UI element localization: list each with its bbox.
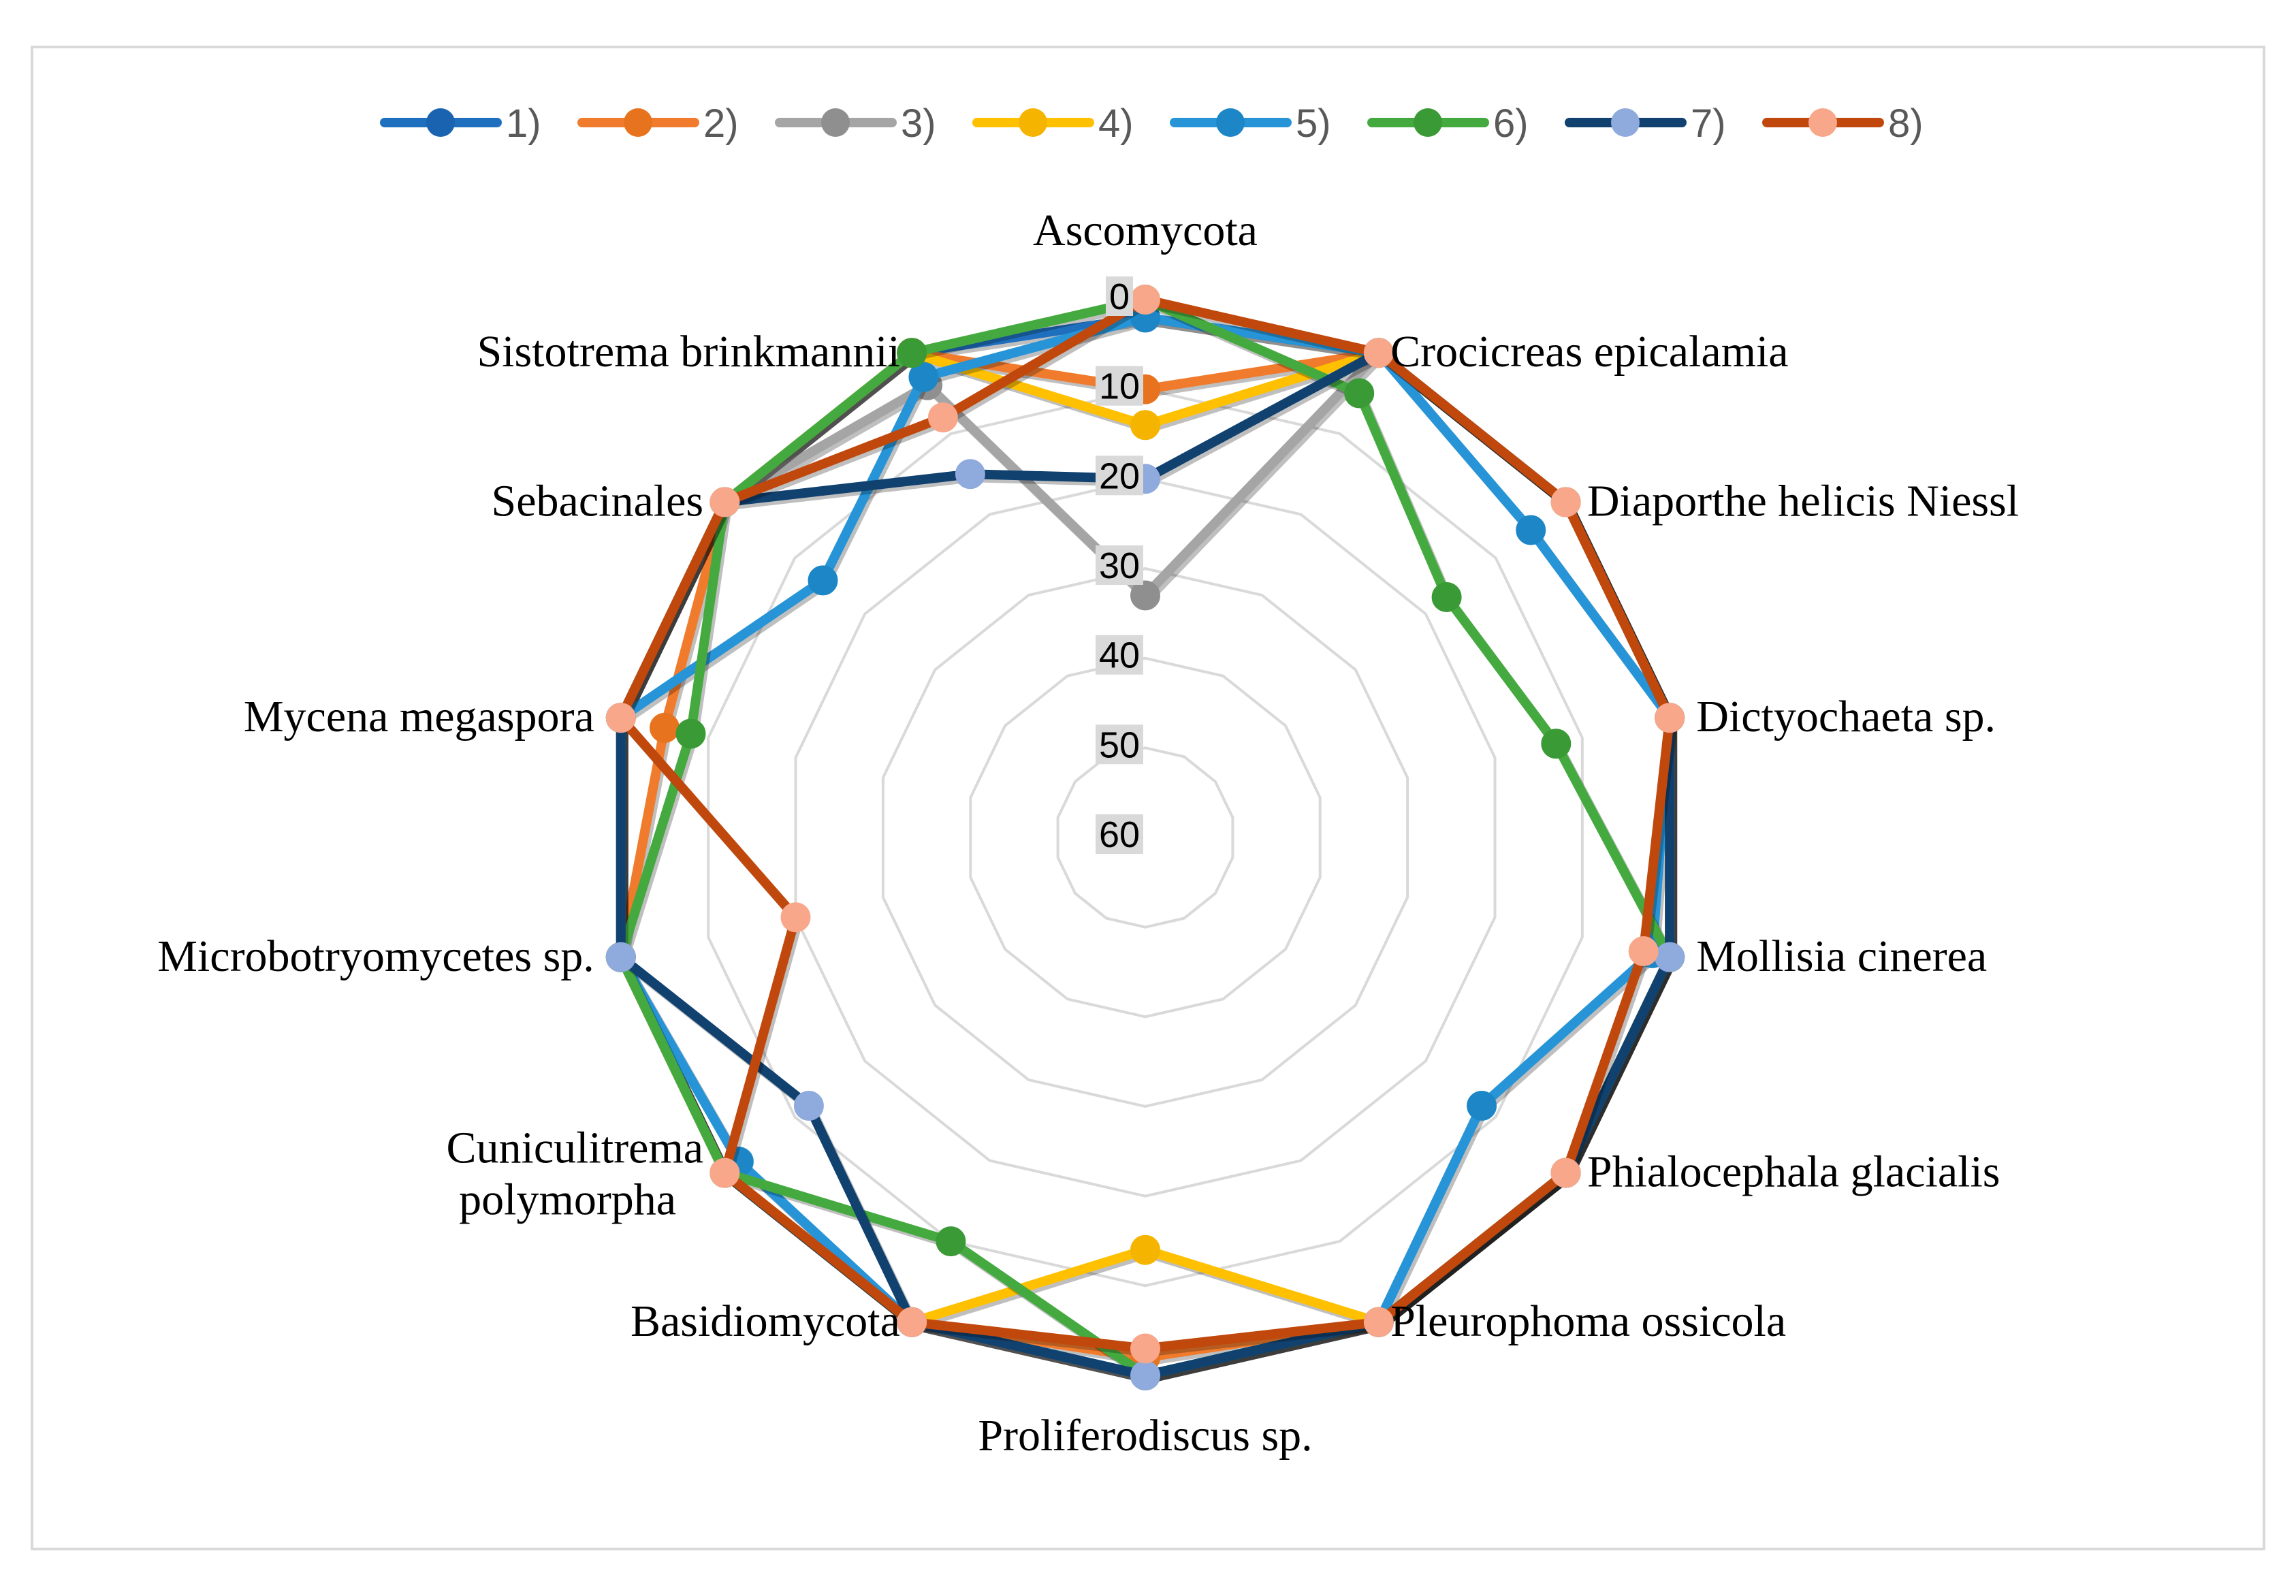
data-point-basidiomycota	[936, 1226, 966, 1257]
data-point-sebacinales	[709, 487, 740, 517]
tick-label: 20	[1099, 456, 1140, 496]
data-point-phialocephala-glacialis	[1467, 1091, 1497, 1121]
legend-swatch-marker	[1808, 108, 1837, 137]
legend-item-7: 7)	[1565, 101, 1726, 146]
tick-label-bg	[1096, 545, 1143, 585]
category-label-diaporthe-helicis-niessl: Diaporthe helicis Niessl	[1587, 476, 2019, 526]
series-layer	[605, 285, 1685, 1390]
radial-tick-labels: 0 10 20 30 40 50 60	[1096, 276, 1143, 855]
data-point-cuniculitrema-polymorpha	[793, 1091, 824, 1121]
data-point-sistotrema-brinkmannii	[908, 362, 939, 392]
data-point-mollisia-cinerea	[1655, 942, 1685, 972]
legend-label: 8)	[1888, 101, 1924, 146]
legend-label: 3)	[901, 101, 936, 146]
legend-label: 6)	[1493, 101, 1529, 146]
category-label-proliferodiscus-sp: Proliferodiscus sp.	[978, 1411, 1312, 1461]
data-point-crocicreas-epicalamia	[1344, 378, 1375, 409]
legend-label: 7)	[1691, 101, 1726, 146]
data-point-basidiomycota	[897, 1307, 927, 1337]
tick-label: 0	[1109, 276, 1130, 317]
legend-label: 5)	[1296, 101, 1331, 146]
legend-label: 2)	[703, 101, 739, 146]
tick-label: 30	[1099, 545, 1140, 586]
data-point-ascomycota	[1130, 410, 1160, 441]
data-point-diaporthe-helicis-niessl	[1550, 487, 1581, 517]
tick-label-bg	[1096, 724, 1143, 765]
grid-ring	[969, 656, 1322, 1019]
data-point-dictyochaeta-sp	[1655, 703, 1685, 733]
series-6	[605, 285, 1685, 1390]
category-label-phialocephala-glacialis: Phialocephala glacialis	[1587, 1147, 2000, 1197]
data-point-proliferodiscus-sp	[1130, 1234, 1160, 1265]
category-label-mollisia-cinerea: Mollisia cinerea	[1696, 931, 1987, 981]
legend-swatch-marker	[624, 108, 652, 137]
data-point-dictyochaeta-sp	[1541, 729, 1572, 759]
series-8	[605, 285, 1685, 1364]
tick-label: 60	[1099, 814, 1140, 855]
category-label-sistotrema-brinkmannii: Sistotrema brinkmannii	[477, 327, 899, 377]
data-point-mycena-megaspora	[675, 718, 706, 749]
legend-item-2: 2)	[577, 101, 739, 146]
data-point-proliferodiscus-sp	[1130, 1360, 1160, 1390]
data-point-phialocephala-glacialis	[1550, 1158, 1581, 1188]
category-labels: Ascomycota Crocicreas epicalamia Diaporthe…	[157, 206, 2019, 1461]
category-label-cuniculitrema-polymorpha: Cuniculitrema polymorpha	[447, 1123, 704, 1225]
data-point-sistotrema-brinkmannii	[955, 459, 985, 490]
grid-ring	[707, 387, 1584, 1288]
category-label-basidiomycota: Basidiomycota	[631, 1296, 900, 1346]
tick-label: 50	[1099, 724, 1140, 765]
legend-label: 4)	[1098, 101, 1134, 146]
series-7	[605, 338, 1685, 1390]
data-point-crocicreas-epicalamia	[1363, 338, 1394, 368]
tick-label-bg	[1096, 456, 1143, 496]
legend-swatch-marker	[1414, 108, 1442, 137]
legend-item-5: 5)	[1170, 101, 1331, 146]
category-label-sebacinales: Sebacinales	[492, 476, 704, 526]
data-point-ascomycota	[1130, 580, 1160, 611]
category-label-pleurophoma-ossicola: Pleurophoma ossicola	[1390, 1296, 1786, 1346]
grid-ring	[794, 477, 1497, 1198]
category-label-ascomycota: Ascomycota	[1033, 206, 1258, 255]
tick-label: 10	[1099, 366, 1140, 407]
tick-label-bg	[1096, 635, 1143, 675]
legend-swatch-marker	[1611, 108, 1640, 137]
data-point-sebacinales	[808, 565, 838, 596]
category-label-crocicreas-epicalamia: Crocicreas epicalamia	[1390, 327, 1789, 377]
data-point-sistotrema-brinkmannii	[897, 338, 927, 368]
legend-swatch-marker	[1216, 108, 1245, 137]
data-point-diaporthe-helicis-niessl	[1516, 515, 1546, 545]
tick-label-bg	[1096, 814, 1143, 854]
data-point-microbotryomycetes-sp	[780, 902, 811, 933]
legend-item-8: 8)	[1762, 101, 1924, 146]
data-point-diaporthe-helicis-niessl	[1431, 582, 1462, 612]
legend-swatch-marker	[1019, 108, 1047, 137]
legend-swatch-marker	[426, 108, 455, 137]
data-point-cuniculitrema-polymorpha	[709, 1158, 740, 1188]
legend-item-1: 1)	[380, 101, 541, 146]
data-point-pleurophoma-ossicola	[1363, 1307, 1394, 1337]
legend-label: 1)	[506, 101, 541, 146]
grid-ring	[1056, 746, 1234, 929]
legend-item-4: 4)	[972, 101, 1134, 146]
tick-label: 40	[1099, 635, 1140, 676]
legend-swatch-marker	[821, 108, 850, 137]
data-point-ascomycota	[1130, 285, 1160, 315]
tick-label-bg	[1106, 276, 1133, 316]
grid-ring	[881, 566, 1409, 1108]
data-point-mycena-megaspora	[605, 703, 636, 733]
data-point-mollisia-cinerea	[1628, 936, 1659, 966]
category-label-dictyochaeta-sp: Dictyochaeta sp.	[1696, 692, 1996, 741]
category-label-microbotryomycetes-sp: Microbotryomycetes sp.	[157, 931, 594, 981]
data-point-mycena-megaspora	[650, 712, 680, 743]
legend-item-6: 6)	[1367, 101, 1529, 146]
tick-label-bg	[1096, 366, 1143, 406]
legend: 1) 2) 3) 4) 5) 6) 7) 8)	[380, 101, 1924, 146]
data-point-proliferodiscus-sp	[1130, 1333, 1160, 1364]
legend-item-3: 3)	[775, 101, 936, 146]
category-label-mycena-megaspora: Mycena megaspora	[244, 692, 594, 741]
data-point-sistotrema-brinkmannii	[927, 402, 958, 433]
data-point-microbotryomycetes-sp	[605, 942, 636, 972]
